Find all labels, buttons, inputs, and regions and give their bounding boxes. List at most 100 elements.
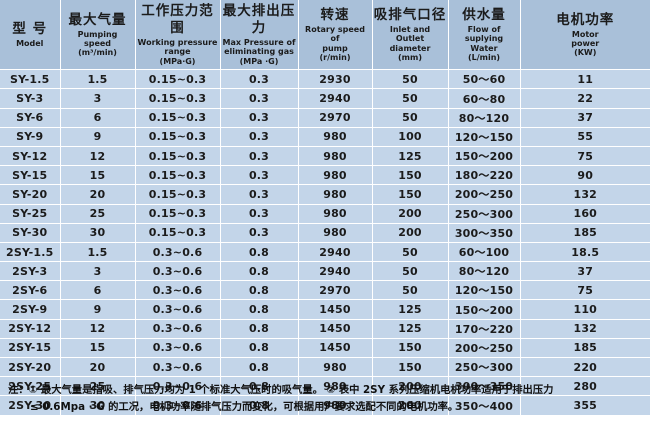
cell-value: 120～150 <box>448 280 521 301</box>
cell-value: 125 <box>372 299 449 320</box>
table-row: 2SY-9 9 0.3~0.6 0.8 1450 125 150～200 110 <box>0 299 650 320</box>
cell-value: 0.3~0.6 <box>135 261 221 282</box>
cell-value: 150 <box>372 184 449 205</box>
column-header-en: Model <box>16 38 44 48</box>
column-header-en: Motor <box>571 29 599 39</box>
cell-value: 9 <box>60 299 136 320</box>
table-row: 2SY-15 15 0.3~0.6 0.8 1450 150 200～250 185 <box>0 338 650 359</box>
cell-value: 30 <box>60 395 136 416</box>
column-header-cn: 供水量 <box>462 6 506 23</box>
cell-value: 250～300 <box>448 204 521 224</box>
cell-value: 12 <box>60 146 136 167</box>
cell-value: 25 <box>60 204 136 224</box>
cell-value: 2940 <box>298 242 373 263</box>
cell-value: 0.15~0.3 <box>135 146 221 167</box>
cell-model: 2SY-1.5 <box>0 242 61 263</box>
cell-value: 0.3 <box>220 127 299 147</box>
cell-model: 2SY-6 <box>0 280 61 301</box>
cell-value: 1.5 <box>60 69 136 90</box>
column-header-cn: 电机功率 <box>556 11 615 28</box>
table-row: 2SY-6 6 0.3~0.6 0.8 2970 50 120～150 75 <box>0 280 650 301</box>
cell-value: 0.3~0.6 <box>135 357 221 378</box>
column-header-cn: 工作压力范围 <box>141 3 214 36</box>
cell-value: 0.3~0.6 <box>135 395 221 416</box>
cell-value: 185 <box>520 338 650 359</box>
cell-value: 980 <box>298 395 373 416</box>
cell-model: 2SY-15 <box>0 338 61 359</box>
specification-table: 型 号 Model 最大气量 Pumping speed (m³/min) 工作压力范围 Wo… <box>0 0 650 416</box>
cell-value: 90 <box>520 165 650 186</box>
cell-value: 0.3~0.6 <box>135 242 221 263</box>
cell-value: 200～250 <box>448 184 521 205</box>
cell-value: 2940 <box>298 261 373 282</box>
column-header-1: 最大气量 Pumping speed (m³/min) <box>60 0 136 71</box>
cell-value: 2970 <box>298 108 373 128</box>
cell-value: 355 <box>520 395 650 416</box>
column-header-en: (m³/min) <box>78 48 117 58</box>
cell-model: 2SY-20 <box>0 357 61 378</box>
cell-value: 1450 <box>298 319 373 339</box>
table-row: SY-30 30 0.15~0.3 0.3 980 200 300～350 185 <box>0 223 650 243</box>
cell-value: 15 <box>60 165 136 186</box>
cell-value: 0.15~0.3 <box>135 108 221 128</box>
cell-value: 0.8 <box>220 319 299 339</box>
cell-value: 0.3~0.6 <box>135 280 221 301</box>
cell-model: SY-1.5 <box>0 69 61 90</box>
cell-value: 0.3 <box>220 165 299 186</box>
cell-value: 132 <box>520 319 650 339</box>
cell-value: 150～200 <box>448 146 521 167</box>
cell-value: 100 <box>372 127 449 147</box>
cell-value: 0.3~0.6 <box>135 319 221 339</box>
cell-model: 2SY-9 <box>0 299 61 320</box>
column-header-en: range <box>164 47 191 57</box>
column-header-6: 供水量 Flow of suplying Water (L/min) <box>448 0 521 71</box>
table-row: 2SY-3 3 0.3~0.6 0.8 2940 50 80～120 37 <box>0 261 650 282</box>
cell-value: 6 <box>60 108 136 128</box>
column-header-en: (MPa ·G) <box>239 56 279 66</box>
cell-value: 0.15~0.3 <box>135 127 221 147</box>
table-row: SY-25 25 0.15~0.3 0.3 980 200 250～300 160 <box>0 204 650 224</box>
cell-value: 120～150 <box>448 127 521 147</box>
cell-model: SY-12 <box>0 146 61 167</box>
column-header-en: eliminating gas <box>224 47 294 57</box>
cell-value: 0.8 <box>220 376 299 397</box>
column-header-en: Inlet and <box>389 24 431 34</box>
cell-model: SY-3 <box>0 88 61 109</box>
table-row: 2SY-25 25 0.3~0.6 0.8 980 200 300～350 280 <box>0 376 650 397</box>
column-header-cn: 型 号 <box>12 20 48 37</box>
table-row: SY-9 9 0.15~0.3 0.3 980 100 120～150 55 <box>0 127 650 147</box>
cell-value: 0.3 <box>220 69 299 90</box>
cell-model: 2SY-30 <box>0 395 61 416</box>
cell-value: 1450 <box>298 338 373 359</box>
column-header-en: Flow of suplying <box>464 24 504 44</box>
cell-value: 200 <box>372 223 449 243</box>
cell-value: 50 <box>372 88 449 109</box>
column-header-cn: 最大气量 <box>68 11 127 28</box>
cell-value: 0.3~0.6 <box>135 376 221 397</box>
cell-value: 350～400 <box>448 395 521 416</box>
column-header-en: Water <box>470 43 498 53</box>
column-header-en: pump <box>322 43 348 53</box>
cell-value: 3 <box>60 261 136 282</box>
cell-value: 0.3 <box>220 184 299 205</box>
cell-value: 280 <box>520 376 650 397</box>
cell-value: 11 <box>520 69 650 90</box>
column-header-en: (KW) <box>574 48 597 58</box>
column-header-en: Working pressure <box>137 38 218 47</box>
cell-value: 980 <box>298 165 373 186</box>
cell-model: SY-25 <box>0 204 61 224</box>
cell-value: 250～300 <box>448 357 521 378</box>
column-header-en: (mm) <box>398 53 422 63</box>
cell-value: 180～220 <box>448 165 521 186</box>
column-header-en: Pumping <box>77 29 118 39</box>
table-row: SY-3 3 0.15~0.3 0.3 2940 50 60～80 22 <box>0 88 650 109</box>
cell-model: SY-30 <box>0 223 61 243</box>
column-header-4: 转速 Rotary speed of pump (r/min) <box>298 0 373 71</box>
table-header: 型 号 Model 最大气量 Pumping speed (m³/min) 工作压力范围 Wo… <box>0 0 650 71</box>
cell-value: 18.5 <box>520 242 650 263</box>
cell-value: 125 <box>372 146 449 167</box>
column-header-en: diameter <box>389 43 431 53</box>
cell-value: 300～350 <box>448 223 521 243</box>
cell-value: 980 <box>298 223 373 243</box>
column-header-0: 型 号 Model <box>0 0 61 71</box>
